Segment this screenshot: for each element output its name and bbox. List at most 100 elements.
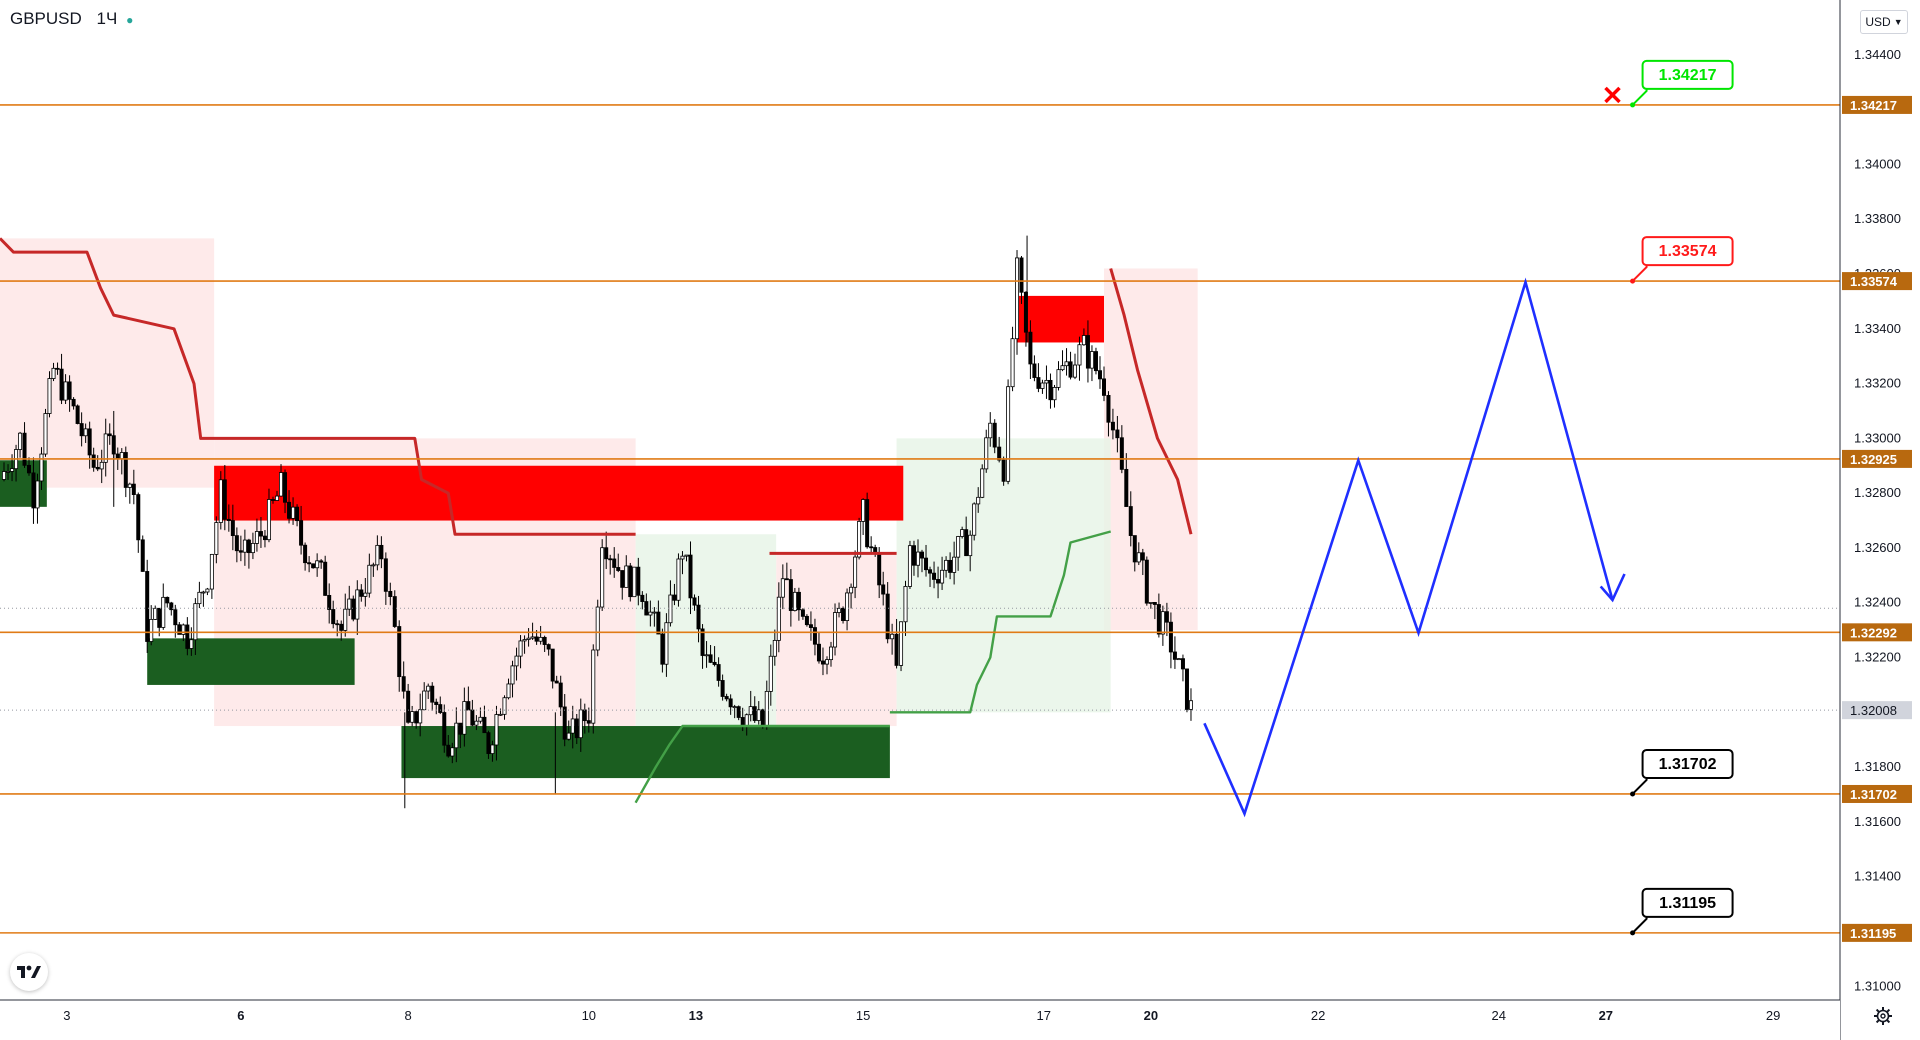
candle [936, 566, 941, 599]
candle [91, 447, 96, 472]
candle-body [327, 595, 332, 610]
candle [837, 602, 842, 618]
candle-body [67, 381, 72, 400]
price-level-tag-bg [1842, 623, 1912, 642]
candle-body [768, 655, 773, 692]
time-tick-label: 15 [856, 1008, 870, 1023]
candle-body [351, 598, 356, 620]
time-tick-label: 27 [1599, 1008, 1613, 1023]
price-level-tag: 1.32292 [1842, 623, 1912, 642]
candle [948, 552, 953, 580]
candle [724, 693, 729, 702]
candle [736, 705, 741, 721]
candle [816, 632, 821, 664]
price-tick-label: 1.31000 [1854, 978, 1901, 993]
candle [1089, 345, 1094, 382]
price-tick-label: 1.32800 [1854, 485, 1901, 500]
candle [680, 551, 685, 575]
candle-body [885, 593, 890, 640]
candle-body [924, 557, 929, 571]
candle [165, 596, 170, 608]
callout-anchor-dot [1630, 791, 1636, 797]
trailing-stop-up [889, 530, 1112, 714]
candle [22, 422, 27, 468]
candle-body [311, 563, 316, 569]
candle-body [136, 494, 141, 541]
symbol-label[interactable]: GBPUSD 1Ч ● [10, 9, 133, 29]
candle [18, 431, 23, 458]
candle [355, 580, 360, 635]
candle [295, 504, 300, 527]
candle [99, 449, 104, 484]
trailing-stop-down [0, 237, 636, 536]
candle-body [841, 607, 846, 621]
candle [640, 591, 645, 610]
candle-body [230, 520, 235, 537]
candle-body [426, 685, 431, 692]
candle-body [1148, 602, 1153, 604]
callout-pointer [1631, 914, 1648, 934]
candle-body [780, 578, 785, 598]
candle-body [616, 567, 621, 571]
trailing-stop-up [634, 724, 890, 804]
callout-pointer [1631, 775, 1648, 795]
candle-body [498, 713, 503, 716]
gear-icon[interactable] [1870, 1003, 1896, 1029]
candle-body [578, 709, 583, 739]
candle [222, 465, 227, 531]
candle-body [91, 454, 96, 468]
candle [107, 423, 112, 445]
candle-body [595, 606, 600, 651]
candle-body [740, 717, 745, 727]
candle-body [307, 562, 312, 565]
candle [103, 418, 108, 477]
candle [1124, 453, 1129, 507]
candle-body [359, 589, 364, 597]
candle [829, 641, 834, 667]
tradingview-logo-icon[interactable] [10, 953, 48, 991]
candle-body [984, 437, 989, 470]
candle-body [976, 496, 981, 505]
candle [972, 502, 977, 541]
candle [688, 541, 693, 615]
market-status-icon: ● [126, 13, 134, 27]
candle-body [582, 709, 587, 722]
price-tick-label: 1.33400 [1854, 321, 1901, 336]
candle-body [1015, 257, 1020, 340]
candle-body [808, 624, 813, 628]
candle-body [1102, 378, 1107, 396]
candle [450, 742, 455, 764]
candle-body [161, 596, 166, 628]
candle-body [446, 744, 451, 757]
candle [1056, 361, 1061, 391]
candle-body [197, 591, 202, 605]
candle [566, 720, 571, 741]
candle-body [75, 405, 80, 424]
candle-body [824, 659, 829, 665]
candle [976, 487, 981, 513]
currency-selector[interactable]: USD ▼ [1860, 10, 1908, 34]
candle-body [490, 744, 495, 754]
candle-body [1040, 382, 1045, 389]
candle-body [899, 621, 904, 666]
candle-body [865, 499, 870, 548]
candle-body [1036, 377, 1041, 389]
candle-body [270, 499, 275, 501]
candle [632, 566, 637, 598]
callout-box [1641, 236, 1734, 267]
candle-body [792, 591, 797, 611]
candle-body [266, 499, 271, 541]
candle-body [450, 747, 455, 757]
candle-body [79, 423, 84, 437]
candle-body [299, 520, 304, 546]
candle-body [319, 560, 324, 563]
candle-body [140, 539, 145, 572]
candle-body [458, 722, 463, 735]
candle [51, 362, 56, 382]
candle [696, 595, 701, 643]
candle-body [894, 633, 899, 666]
candle-body [530, 636, 535, 639]
candle-body [1068, 361, 1073, 378]
candle-body [688, 554, 693, 599]
